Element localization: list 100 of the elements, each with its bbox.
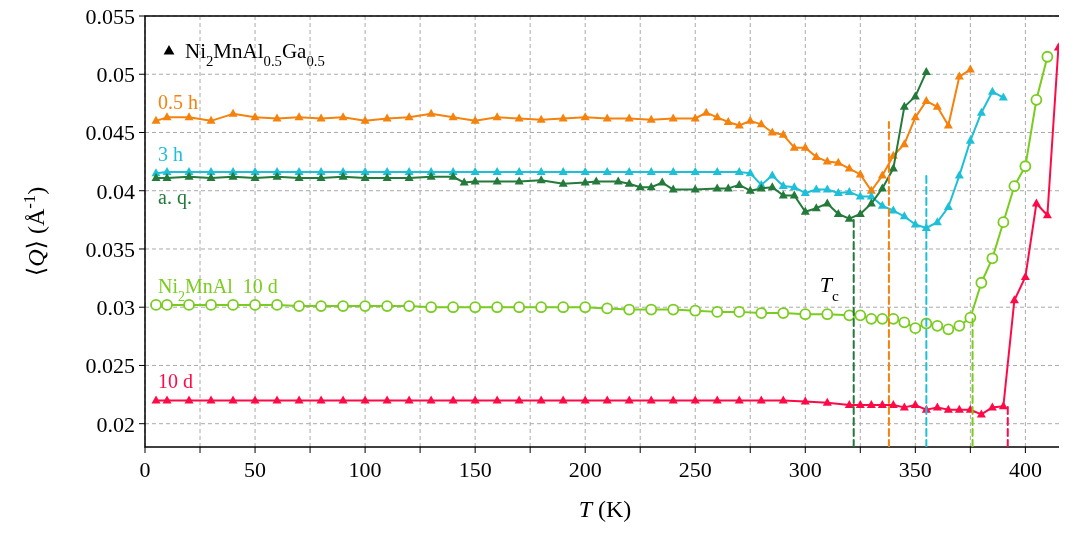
x-tick-label: 300 — [788, 457, 822, 482]
point — [668, 167, 678, 176]
series-label: a. q. — [158, 185, 192, 209]
series-label: 0.5 h — [158, 90, 198, 113]
point — [646, 182, 656, 191]
point — [470, 115, 480, 124]
point — [910, 219, 920, 228]
point — [514, 167, 524, 176]
point — [690, 113, 700, 122]
point — [294, 172, 304, 181]
point — [580, 112, 590, 121]
point — [767, 170, 777, 179]
point — [536, 114, 546, 123]
point — [932, 217, 942, 226]
point — [150, 298, 162, 311]
point — [932, 101, 942, 110]
point — [426, 395, 436, 404]
point — [646, 395, 656, 404]
point — [447, 301, 460, 314]
x-tick-label: 350 — [898, 457, 932, 482]
point — [668, 184, 678, 193]
point — [624, 113, 634, 122]
point — [602, 113, 612, 122]
point — [778, 129, 788, 138]
point — [668, 113, 678, 122]
point — [844, 400, 854, 409]
point — [470, 167, 480, 176]
point — [151, 172, 161, 181]
point — [382, 395, 392, 404]
point — [701, 107, 711, 116]
point — [381, 300, 394, 312]
point — [833, 157, 843, 166]
point — [360, 395, 370, 404]
point — [690, 395, 700, 404]
point — [921, 96, 931, 105]
point — [228, 171, 238, 180]
point — [976, 409, 986, 418]
x-tick-label: 150 — [458, 457, 492, 482]
point — [657, 177, 667, 186]
point — [822, 397, 832, 406]
point — [998, 401, 1008, 410]
x-tick-label: 400 — [1008, 457, 1042, 482]
point — [1020, 271, 1030, 280]
point — [877, 400, 887, 409]
point — [811, 203, 821, 212]
point — [382, 113, 392, 122]
point — [536, 175, 546, 184]
point — [227, 298, 239, 311]
point — [932, 402, 942, 411]
point — [800, 188, 810, 197]
point — [557, 301, 570, 314]
point — [250, 172, 260, 181]
point — [1041, 50, 1054, 63]
point — [712, 395, 722, 404]
point — [965, 64, 975, 73]
point — [799, 308, 812, 321]
point — [469, 301, 482, 314]
point — [800, 396, 810, 405]
point — [162, 172, 172, 181]
point — [536, 167, 546, 176]
point — [425, 301, 438, 314]
point — [580, 167, 590, 176]
point — [931, 319, 944, 332]
point — [844, 163, 854, 172]
point — [426, 108, 436, 117]
point — [943, 202, 953, 211]
point — [745, 115, 755, 124]
point — [987, 402, 997, 411]
point — [953, 319, 966, 332]
point — [359, 300, 371, 312]
point — [646, 167, 656, 176]
point — [689, 304, 702, 317]
x-tick-label: 100 — [348, 457, 382, 482]
point — [535, 301, 548, 314]
point — [206, 172, 216, 181]
point — [822, 156, 832, 165]
point — [338, 112, 348, 121]
point — [667, 303, 680, 316]
point — [403, 300, 416, 312]
point — [778, 181, 788, 190]
point — [789, 182, 799, 191]
point — [734, 179, 744, 188]
point — [910, 400, 920, 409]
point — [975, 276, 988, 289]
point — [855, 209, 865, 218]
point — [635, 182, 645, 191]
point — [668, 395, 678, 404]
point — [613, 176, 623, 185]
point — [161, 298, 173, 311]
point — [745, 168, 755, 177]
point — [833, 188, 843, 197]
point — [899, 211, 909, 220]
point — [624, 167, 634, 176]
point — [712, 183, 722, 192]
point — [272, 171, 282, 180]
point — [711, 305, 724, 318]
point — [723, 117, 733, 125]
point — [580, 177, 590, 186]
point — [1030, 93, 1043, 106]
y-tick-label: 0.035 — [85, 236, 135, 262]
